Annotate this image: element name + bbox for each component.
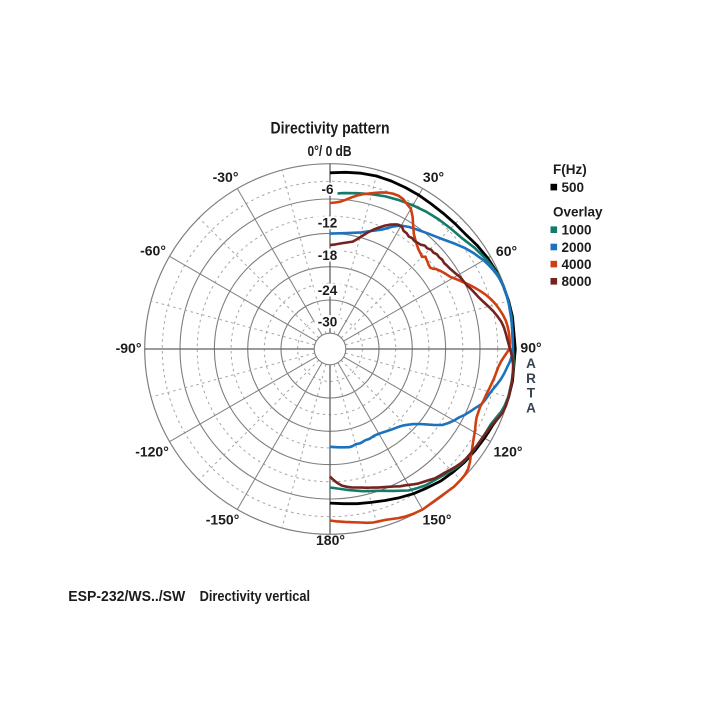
svg-text:120°: 120° — [494, 444, 523, 460]
svg-text:4000: 4000 — [562, 257, 592, 272]
svg-text:T: T — [527, 386, 536, 401]
svg-text:500: 500 — [562, 180, 585, 195]
svg-text:A: A — [526, 401, 536, 416]
svg-text:-90°: -90° — [116, 340, 142, 356]
svg-text:1000: 1000 — [562, 223, 592, 238]
svg-text:0°/ 0 dB: 0°/ 0 dB — [308, 143, 352, 160]
svg-text:A: A — [526, 356, 536, 371]
svg-text:8000: 8000 — [562, 274, 592, 289]
svg-text:30°: 30° — [423, 169, 444, 185]
svg-text:R: R — [526, 371, 536, 386]
svg-text:-60°: -60° — [140, 243, 166, 259]
svg-text:-120°: -120° — [135, 444, 169, 460]
svg-text:F(Hz): F(Hz) — [553, 162, 587, 177]
svg-text:-6: -6 — [321, 182, 333, 197]
svg-text:-12: -12 — [318, 216, 338, 231]
svg-text:-24: -24 — [318, 283, 338, 298]
svg-text:Directivity vertical: Directivity vertical — [200, 588, 311, 605]
svg-text:2000: 2000 — [562, 240, 592, 255]
svg-text:Directivity pattern: Directivity pattern — [271, 119, 390, 138]
svg-text:-30: -30 — [318, 315, 338, 330]
svg-text:ESP-232/WS../SW: ESP-232/WS../SW — [68, 588, 186, 605]
svg-text:-18: -18 — [318, 248, 338, 263]
svg-text:90°: 90° — [520, 340, 541, 356]
svg-text:60°: 60° — [496, 243, 517, 259]
svg-text:-150°: -150° — [206, 512, 240, 528]
svg-text:150°: 150° — [423, 512, 452, 528]
svg-text:-30°: -30° — [213, 169, 239, 185]
svg-text:180°: 180° — [316, 532, 345, 548]
svg-text:Overlay: Overlay — [553, 205, 603, 220]
